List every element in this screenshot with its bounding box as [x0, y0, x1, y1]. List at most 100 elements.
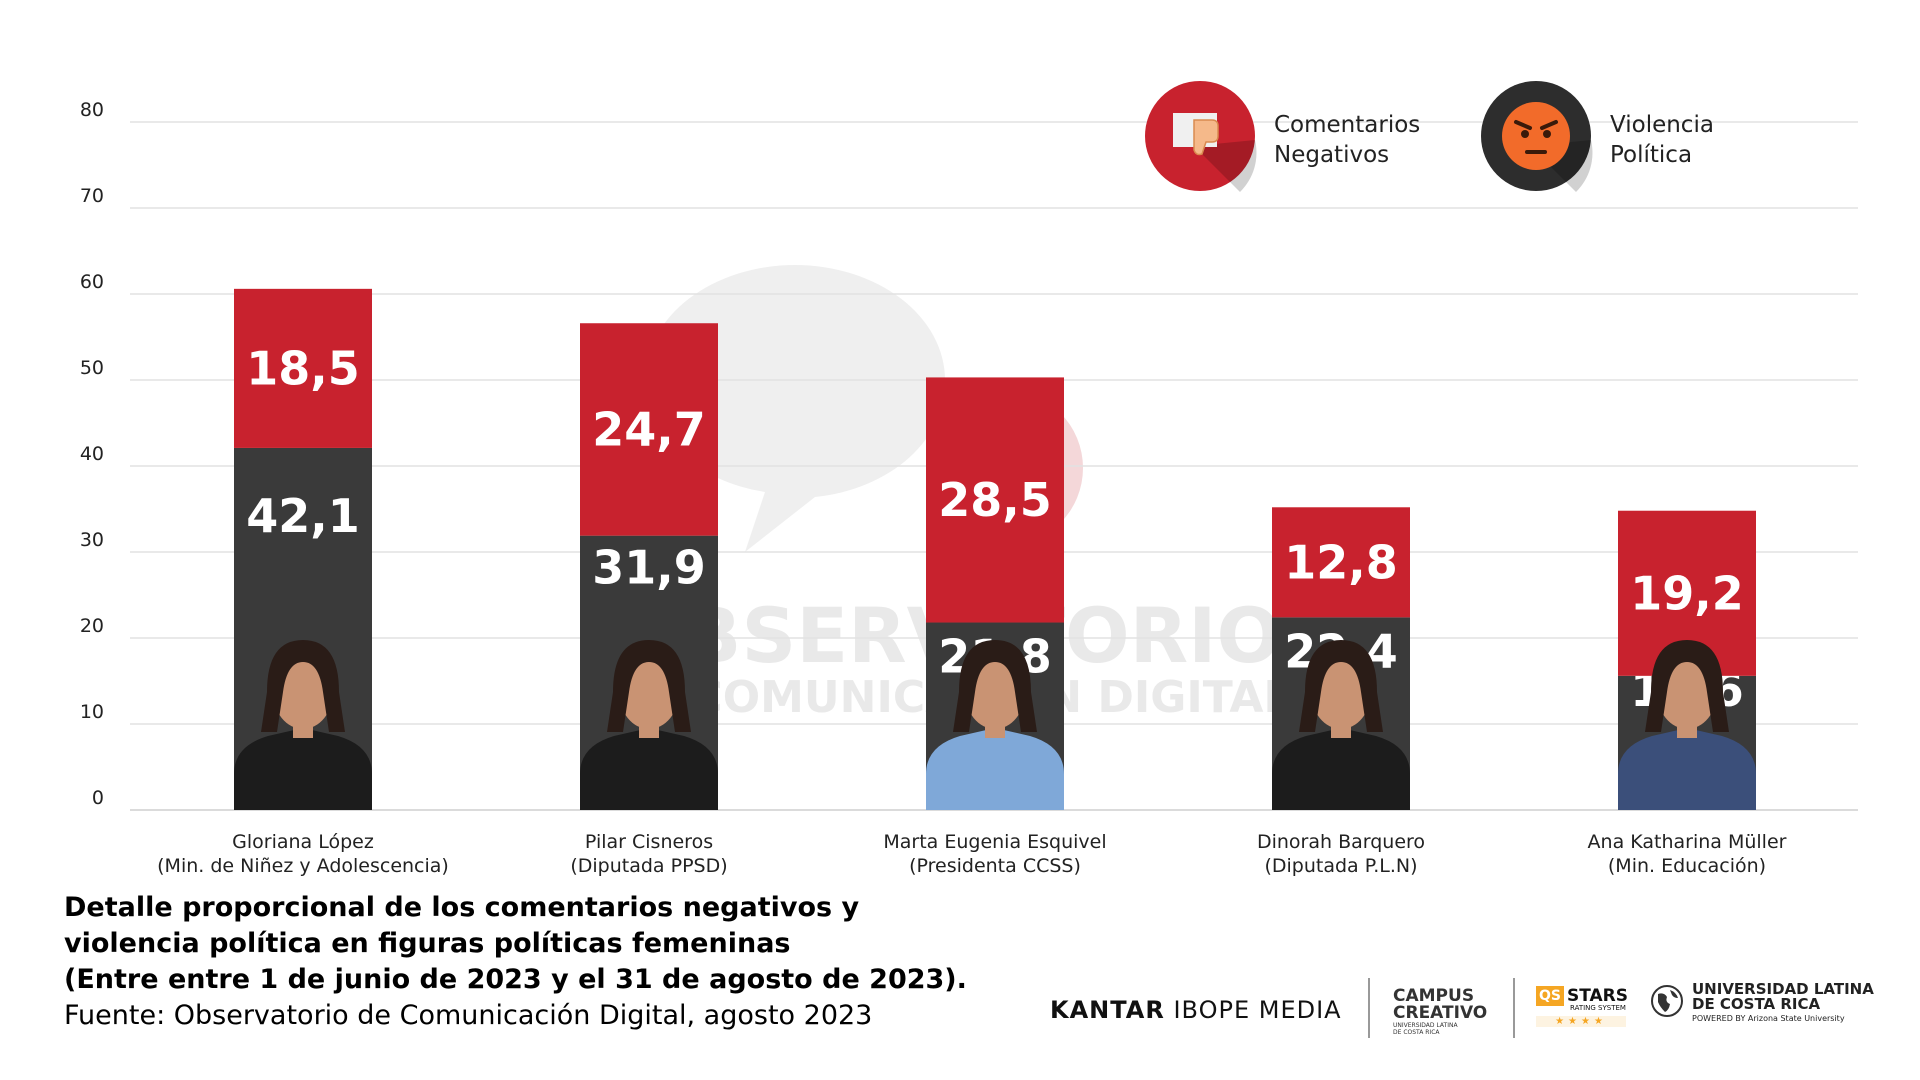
- bar-segment: [580, 323, 718, 536]
- category-sublabel: (Presidenta CCSS): [909, 855, 1081, 877]
- y-tick-label: 0: [92, 787, 104, 809]
- data-label: 42,1: [246, 489, 360, 543]
- ulacit-powered-by: POWERED BY Arizona State University: [1692, 1014, 1845, 1023]
- bar-segment: [926, 377, 1064, 623]
- legend-shadow: [1194, 140, 1257, 192]
- bar-segment: [234, 288, 372, 448]
- logo-divider: [1368, 978, 1370, 1038]
- body-shape: [580, 728, 718, 810]
- hair-shape: [953, 640, 1037, 732]
- category-label: Pilar Cisneros: [585, 831, 713, 853]
- category-sublabel: (Min. de Niñez y Adolescencia): [157, 855, 449, 877]
- portrait-photo: [926, 640, 1064, 810]
- caption-line-3: (Entre entre 1 de junio de 2023 y el 31 …: [64, 964, 967, 995]
- logo-divider: [1513, 978, 1515, 1038]
- category-label: Marta Eugenia Esquivel: [883, 831, 1106, 853]
- portrait-photo: [234, 640, 372, 810]
- kantar-ibope-media-logo: KANTAR IBOPE MEDIA: [1050, 996, 1342, 1024]
- hair-shape: [1299, 640, 1383, 732]
- body-shape: [1618, 728, 1756, 810]
- y-tick-label: 80: [80, 99, 104, 121]
- face-shape: [273, 655, 333, 729]
- ibope-media-text: IBOPE MEDIA: [1173, 996, 1342, 1024]
- portrait-photo: [1272, 640, 1410, 810]
- legend-label: Violencia: [1610, 112, 1714, 138]
- qs-badge: QS: [1536, 986, 1564, 1006]
- x-axis: Gloriana López(Min. de Niñez y Adolescen…: [157, 831, 1787, 877]
- ulacit-line-2: DE COSTA RICA: [1692, 995, 1821, 1013]
- campus-line-1: CAMPUS: [1393, 986, 1475, 1006]
- data-label: 18,5: [246, 341, 360, 395]
- rating-system-text: RATING SYSTEM: [1570, 1004, 1626, 1012]
- face-shape: [1311, 655, 1371, 729]
- category-sublabel: (Diputada PPSD): [570, 855, 727, 877]
- globe-icon: [1651, 985, 1683, 1017]
- mouth: [1525, 150, 1547, 154]
- face-shape: [1657, 655, 1717, 729]
- kantar-text: KANTAR: [1050, 996, 1165, 1024]
- hand-shape: [1193, 119, 1219, 156]
- portrait-photo: [1618, 640, 1756, 810]
- hair-shape: [261, 640, 345, 732]
- category-label: Dinorah Barquero: [1257, 831, 1425, 853]
- face-shape: [965, 655, 1025, 729]
- data-label: 12,8: [1284, 535, 1398, 589]
- neck-shape: [293, 724, 313, 738]
- bars: 42,118,531,924,721,828,522,412,815,619,2: [234, 288, 1756, 810]
- category-sublabel: (Min. Educación): [1608, 855, 1766, 877]
- angry-face-icon: [1502, 102, 1570, 170]
- hair-shape: [1645, 640, 1729, 732]
- stars-icon: ★★★★: [1536, 1016, 1626, 1027]
- y-axis: 0 10 20 30 40 50 60 70 80: [80, 99, 104, 809]
- neck-shape: [1331, 724, 1351, 738]
- category-label: Gloriana López: [232, 831, 374, 853]
- sponsor-logos: KANTAR IBOPE MEDIA CAMPUS CREATIVO UNIVE…: [1050, 978, 1880, 1040]
- campus-creativo-logo: CAMPUS CREATIVO UNIVERSIDAD LATINA DE CO…: [1393, 986, 1488, 1037]
- body-shape: [234, 728, 372, 810]
- campus-small-2: DE COSTA RICA: [1393, 1029, 1440, 1036]
- body-shape: [926, 728, 1064, 810]
- body-shape: [1272, 728, 1410, 810]
- face-circle: [1502, 102, 1570, 170]
- qs-stars-logo: QS STARS RATING SYSTEM ★★★★: [1536, 986, 1628, 1027]
- bar-segment: [1272, 507, 1410, 618]
- neck-shape: [1677, 724, 1697, 738]
- portrait-photo: [580, 640, 718, 810]
- stars-text: STARS: [1566, 986, 1628, 1006]
- data-label: 24,7: [592, 402, 706, 456]
- legend-label: Política: [1610, 142, 1692, 168]
- y-tick-label: 70: [80, 185, 104, 207]
- data-label: 31,9: [592, 541, 706, 595]
- neck-shape: [639, 724, 659, 738]
- y-tick-label: 50: [80, 357, 104, 379]
- thumbs-down-icon: [1173, 113, 1219, 156]
- stacked-bar-chart: OBSERVATORIO DE COMUNICACIÓN DIGITAL 010…: [80, 81, 1858, 877]
- category-label: Ana Katharina Müller: [1588, 831, 1787, 853]
- caption-line-1: Detalle proporcional de los comentarios …: [64, 892, 860, 923]
- eye-left: [1521, 130, 1529, 138]
- y-tick-label: 40: [80, 443, 104, 465]
- campus-small-1: UNIVERSIDAD LATINA: [1393, 1022, 1458, 1029]
- hair-shape: [607, 640, 691, 732]
- neck-shape: [985, 724, 1005, 738]
- legend: Comentarios Negativos Violencia Política: [1145, 81, 1714, 192]
- legend-item: Comentarios Negativos: [1145, 81, 1420, 192]
- legend-item: Violencia Política: [1481, 81, 1714, 192]
- chart-caption: Detalle proporcional de los comentarios …: [64, 890, 1044, 1034]
- campus-line-2: CREATIVO: [1393, 1003, 1488, 1023]
- y-tick-label: 10: [80, 701, 104, 723]
- legend-label: Comentarios: [1274, 112, 1420, 138]
- category-sublabel: (Diputada P.L.N): [1264, 855, 1417, 877]
- caption-source: Fuente: Observatorio de Comunicación Dig…: [64, 1000, 873, 1031]
- eye-right: [1543, 130, 1551, 138]
- legend-label: Negativos: [1274, 142, 1389, 168]
- ulacit-line-1: UNIVERSIDAD LATINA: [1692, 980, 1874, 998]
- y-tick-label: 20: [80, 615, 104, 637]
- y-tick-label: 60: [80, 271, 104, 293]
- watermark-speech-bubble-icon: [645, 265, 946, 552]
- caption-line-2: violencia política en figuras políticas …: [64, 928, 791, 959]
- data-label: 19,2: [1630, 566, 1744, 620]
- y-tick-label: 30: [80, 529, 104, 551]
- data-label: 28,5: [938, 473, 1052, 527]
- face-shape: [619, 655, 679, 729]
